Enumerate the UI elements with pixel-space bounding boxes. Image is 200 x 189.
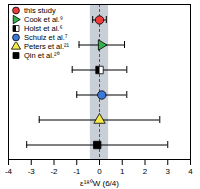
html-text:Cook et al.⁹: Cook et al.⁹	[24, 15, 64, 24]
svg-text:ε¹⁸⁰W (6/4): ε¹⁸⁰W (6/4)	[80, 179, 119, 188]
svg-text:0: 0	[97, 167, 102, 176]
svg-text:4: 4	[188, 167, 193, 176]
svg-text:-1: -1	[73, 167, 81, 176]
svg-text:-2: -2	[50, 167, 58, 176]
html-text:Schulz et al.⁷: Schulz et al.⁷	[24, 33, 68, 42]
svg-text:1: 1	[120, 167, 125, 176]
html-text:Qin et al.²⁰: Qin et al.²⁰	[24, 51, 60, 60]
svg-text:-3: -3	[28, 167, 36, 176]
svg-text:-4: -4	[5, 167, 13, 176]
html-text:Peters et al.²¹: Peters et al.²¹	[24, 42, 69, 51]
svg-text:2: 2	[143, 167, 148, 176]
html-text:Holst et al.⁶: Holst et al.⁶	[24, 24, 63, 33]
html-text:this study: this study	[24, 6, 56, 15]
svg-text:3: 3	[166, 167, 171, 176]
